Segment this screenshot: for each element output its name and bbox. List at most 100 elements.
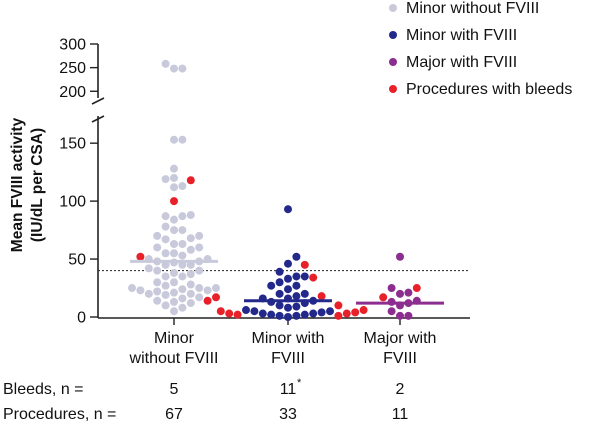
table-cell: 33: [279, 406, 297, 423]
y-axis-label-line1: Mean FVIII activity: [9, 117, 26, 252]
point-minor-with-fviii: [267, 310, 276, 319]
point-minor-with-fviii: [317, 308, 326, 317]
table-cell: 11: [280, 381, 297, 398]
y-tick-label: 300: [59, 37, 86, 54]
point-minor-without-fviii: [170, 164, 178, 173]
x-category-label: Minor with: [252, 330, 325, 347]
point-minor-without-fviii: [186, 234, 195, 243]
mean-lines: [130, 259, 444, 305]
legend-label: Minor with FVIII: [406, 27, 517, 44]
y-tick-label: 100: [59, 194, 86, 211]
x-category-label: Major with: [364, 330, 437, 347]
point-minor-with-fviii: [284, 313, 292, 321]
point-minor-without-fviii: [170, 288, 178, 297]
point-minor-without-fviii: [186, 280, 195, 289]
table-cell: 67: [165, 406, 183, 423]
point-minor-without-fviii: [170, 226, 178, 235]
point-procedure-with-bleed: [186, 176, 195, 185]
y-tick-label: 250: [59, 60, 86, 77]
point-minor-without-fviii: [153, 231, 162, 240]
table-cell: 11: [392, 406, 409, 423]
point-minor-without-fviii: [153, 287, 162, 296]
point-minor-with-fviii: [300, 289, 309, 298]
point-procedure-with-bleed: [351, 308, 360, 317]
x-category-label: Minor: [154, 330, 195, 347]
point-minor-with-fviii: [250, 307, 259, 316]
point-minor-with-fviii: [326, 307, 334, 316]
point-minor-without-fviii: [170, 297, 178, 306]
point-minor-without-fviii: [178, 294, 187, 303]
y-tick-label: 150: [59, 136, 86, 153]
point-procedure-with-bleed: [216, 307, 225, 316]
point-minor-with-fviii: [258, 309, 267, 318]
point-minor-without-fviii: [186, 299, 195, 308]
point-minor-without-fviii: [161, 301, 170, 310]
point-minor-without-fviii: [144, 289, 153, 298]
y-axis-label-line2: (IU/dL per CSA): [29, 128, 46, 242]
point-major-with-fviii: [404, 311, 413, 320]
table-row-label: Bleeds, n =: [3, 381, 84, 398]
point-minor-without-fviii: [144, 264, 153, 273]
point-minor-with-fviii: [275, 311, 284, 320]
y-tick-label: 200: [59, 84, 86, 101]
axis-break-mark-top: [91, 97, 105, 105]
point-major-with-fviii: [396, 311, 404, 320]
point-minor-with-fviii: [284, 285, 292, 294]
point-minor-with-fviii: [309, 309, 318, 318]
point-minor-without-fviii: [170, 173, 178, 182]
point-minor-without-fviii: [161, 290, 170, 299]
point-minor-without-fviii: [186, 270, 195, 279]
point-minor-without-fviii: [170, 278, 178, 287]
legend-marker: [389, 85, 397, 93]
point-minor-without-fviii: [161, 272, 170, 281]
legend: Minor without FVIII Minor with FVIII Major…: [389, 0, 572, 98]
legend-marker: [389, 4, 397, 12]
legend-marker: [389, 58, 397, 66]
point-minor-without-fviii: [178, 285, 187, 294]
point-minor-without-fviii: [195, 293, 204, 302]
point-major-with-fviii: [387, 307, 396, 316]
table-cell: 5: [170, 381, 179, 398]
point-minor-without-fviii: [170, 249, 178, 258]
point-minor-without-fviii: [161, 175, 170, 184]
axis-break-mark-bottom: [91, 115, 105, 123]
point-minor-without-fviii: [170, 307, 178, 316]
point-minor-without-fviii: [153, 278, 162, 287]
point-minor-without-fviii: [178, 272, 187, 281]
point-procedure-with-bleed: [300, 260, 309, 269]
point-minor-without-fviii: [178, 135, 187, 144]
legend-label: Major with FVIII: [406, 54, 517, 71]
point-minor-without-fviii: [178, 64, 187, 73]
y-tick-label: 0: [77, 310, 86, 327]
table-footnote-marker: *: [297, 377, 302, 389]
point-minor-with-fviii: [292, 272, 301, 281]
x-category-labels: Minor without FVIII Minor with FVIII Major w…: [129, 330, 437, 367]
point-minor-without-fviii: [178, 251, 187, 260]
point-procedure-with-bleed: [342, 309, 351, 318]
point-procedure-with-bleed: [225, 309, 234, 318]
point-procedure-with-bleed: [212, 293, 220, 302]
y-tick-label: 50: [68, 252, 86, 269]
point-minor-without-fviii: [161, 59, 170, 68]
axes: 0 50 100 150 200 250 300: [59, 37, 470, 327]
point-procedure-with-bleed: [136, 252, 145, 261]
point-minor-without-fviii: [212, 284, 220, 293]
point-minor-without-fviii: [178, 182, 187, 191]
point-minor-without-fviii: [195, 266, 204, 275]
point-minor-with-fviii: [275, 289, 284, 298]
point-minor-without-fviii: [170, 183, 178, 192]
point-minor-with-fviii: [267, 281, 276, 290]
point-minor-without-fviii: [203, 286, 212, 295]
point-minor-with-fviii: [284, 259, 292, 268]
point-minor-without-fviii: [178, 226, 187, 235]
point-major-with-fviii: [396, 289, 404, 298]
point-minor-without-fviii: [153, 243, 162, 252]
point-minor-without-fviii: [161, 222, 170, 231]
point-minor-without-fviii: [128, 284, 136, 293]
point-minor-without-fviii: [170, 239, 178, 248]
point-procedure-with-bleed: [309, 273, 318, 282]
point-minor-with-fviii: [292, 302, 301, 311]
point-minor-without-fviii: [170, 268, 178, 277]
point-minor-without-fviii: [161, 235, 170, 244]
